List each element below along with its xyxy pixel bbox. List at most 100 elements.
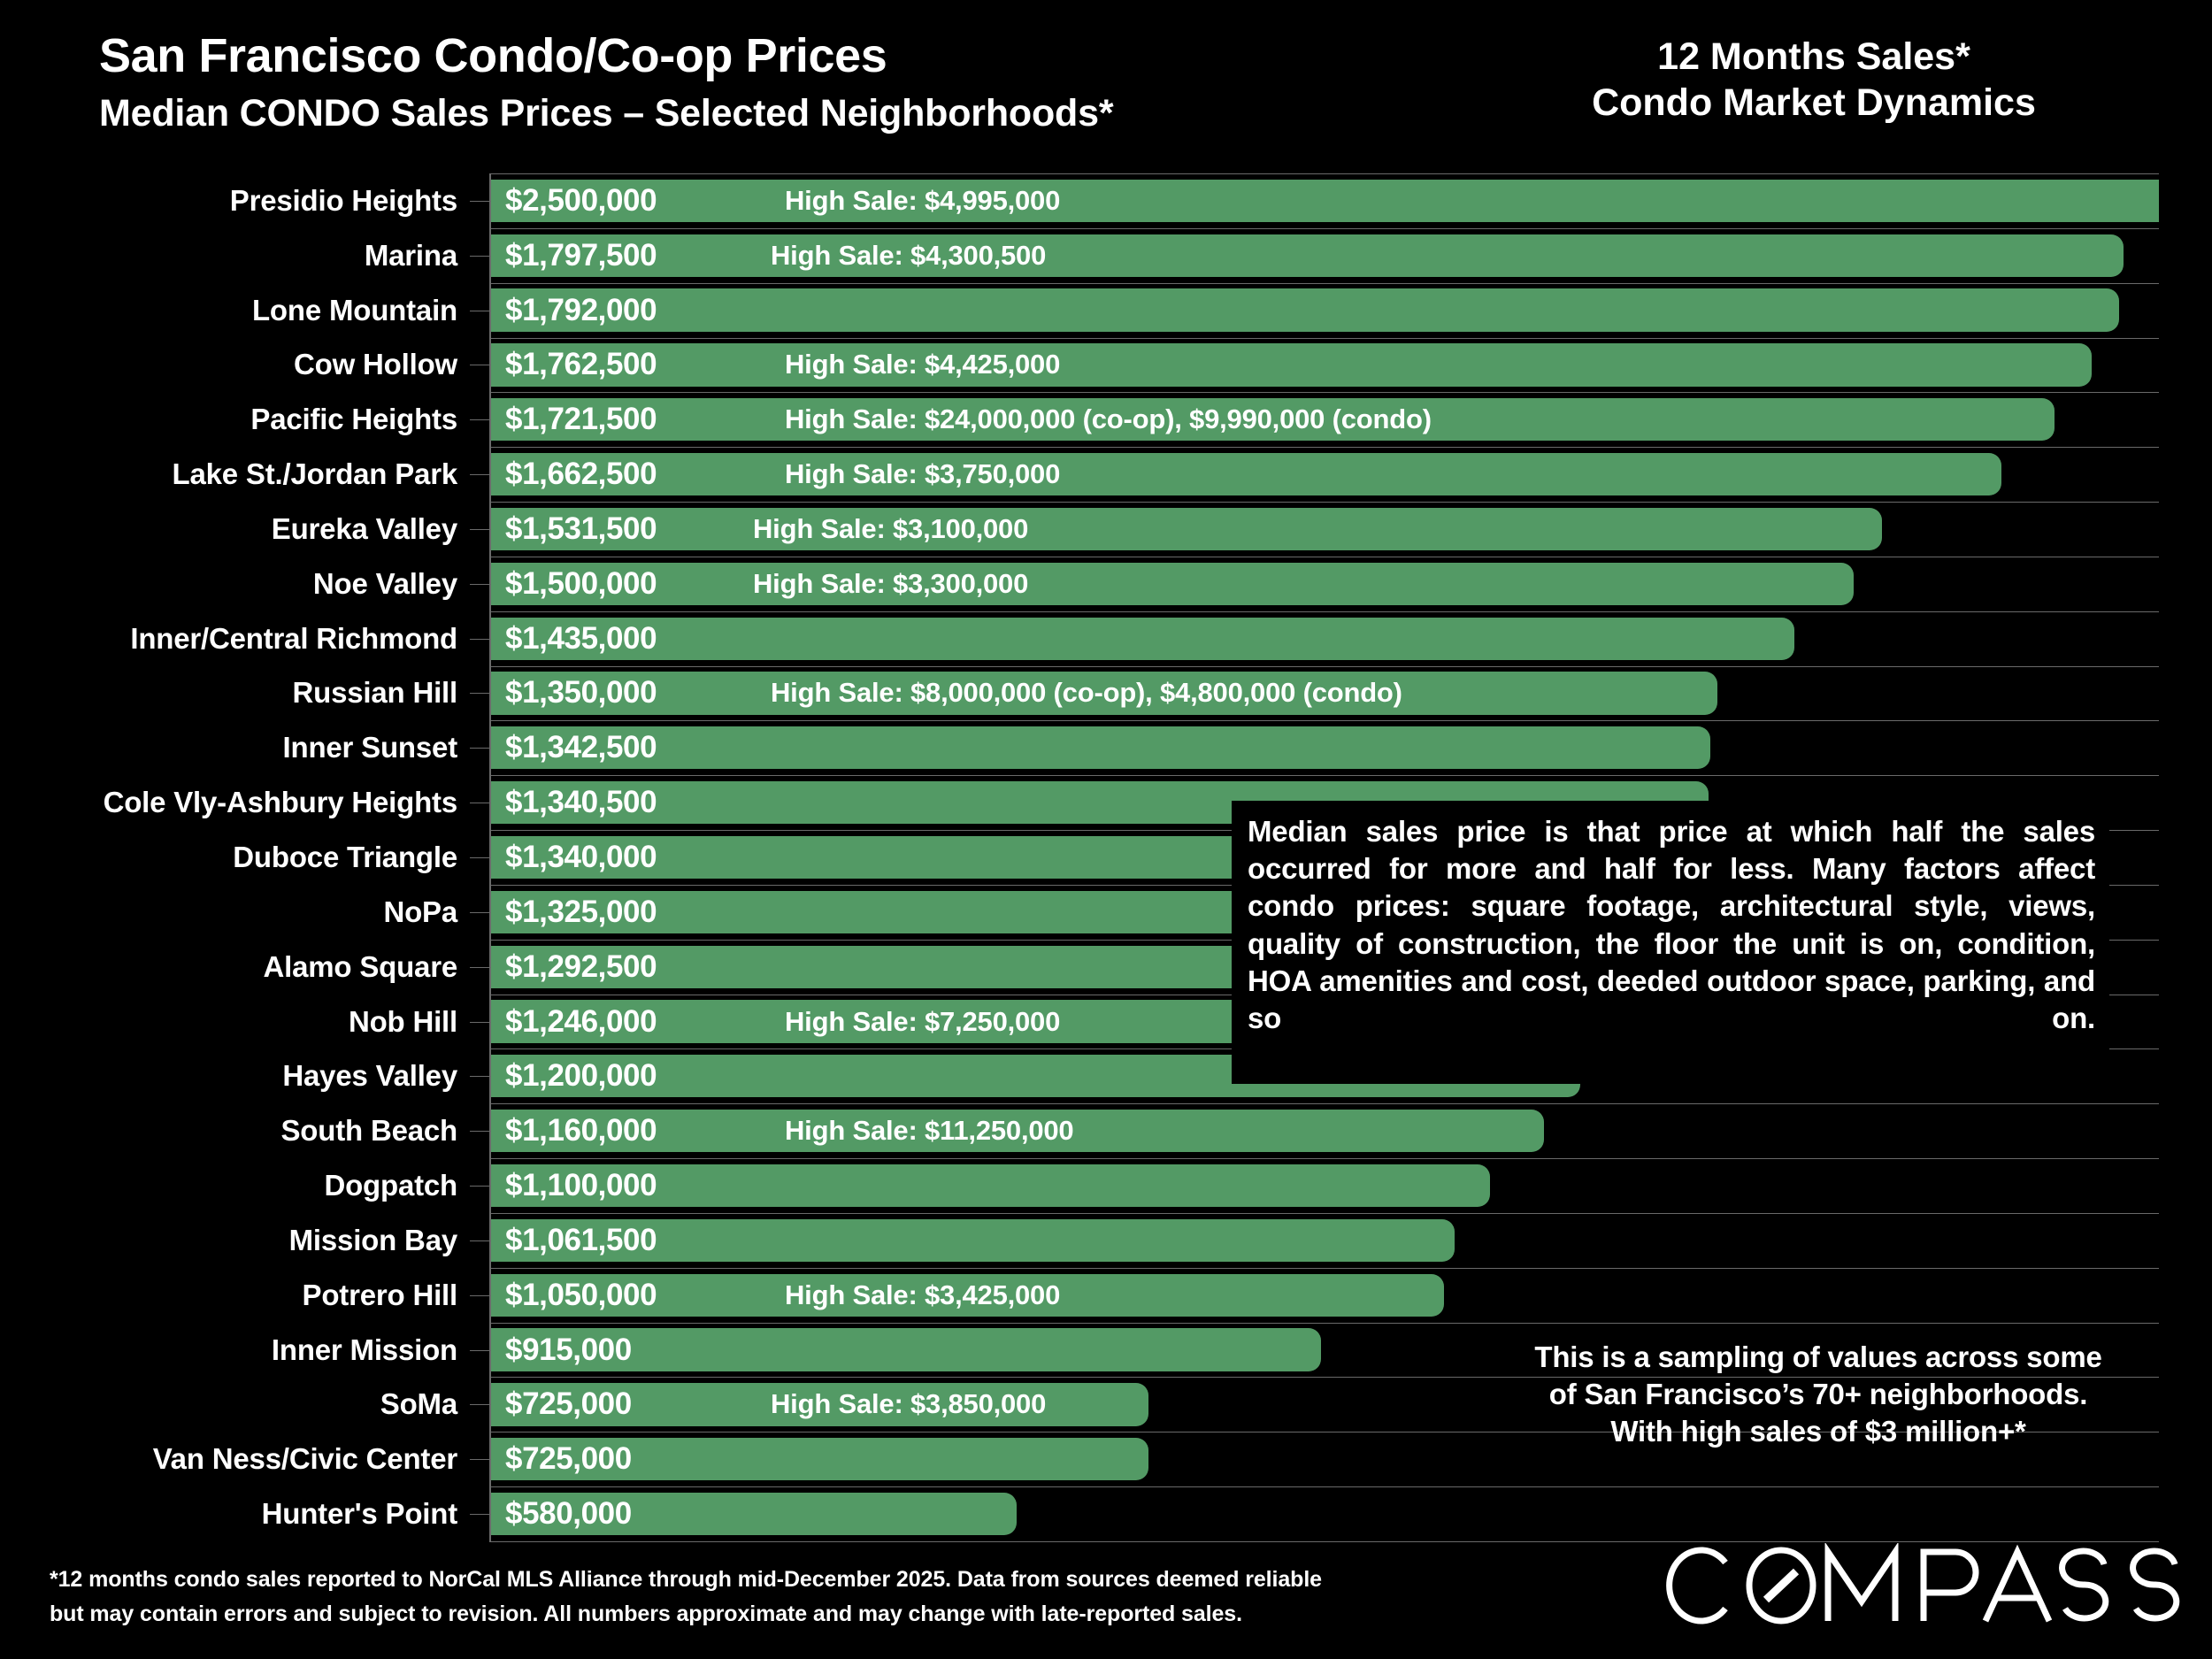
bar — [489, 452, 2001, 496]
bar-value-label: $1,792,000 — [505, 292, 657, 327]
median-definition-callout: Median sales price is that price at whic… — [1232, 801, 2109, 1084]
footnote: *12 months condo sales reported to NorCa… — [50, 1563, 1669, 1632]
bar — [489, 617, 1794, 660]
bar-value-label: $1,160,000 — [505, 1113, 657, 1148]
header-right: 12 Months Sales* Condo Market Dynamics — [1433, 34, 2194, 127]
axis-tick — [470, 693, 489, 695]
axis-tick — [470, 1349, 489, 1351]
bar-chart: Presidio Heights $2,500,000 High Sale: $4,… — [0, 173, 2212, 1542]
category-label: South Beach — [280, 1114, 458, 1148]
high-sale-annotation: High Sale: $24,000,000 (co-op), $9,990,0… — [785, 403, 1432, 435]
callout-text: Median sales price is that price at whic… — [1248, 815, 2095, 1035]
bar — [489, 1218, 1455, 1262]
axis-tick — [470, 1186, 489, 1187]
footnote-line1: *12 months condo sales reported to NorCa… — [50, 1567, 1322, 1592]
bar-value-label: $580,000 — [505, 1496, 632, 1532]
chart-row: SoMa $725,000 High Sale: $3,850,000 — [0, 1377, 2212, 1432]
chart-row: Inner/Central Richmond $1,435,000 — [0, 611, 2212, 666]
category-label: Cole Vly-Ashbury Heights — [103, 786, 458, 819]
bar — [489, 1328, 1322, 1371]
category-label: SoMa — [380, 1387, 457, 1421]
category-label: Presidio Heights — [229, 183, 457, 217]
sampling-note-line2: of San Francisco’s 70+ neighborhoods. — [1548, 1377, 2088, 1410]
gridline — [489, 1322, 2159, 1324]
axis-tick — [470, 1514, 489, 1516]
sampling-note-line3: With high sales of $3 million+* — [1610, 1414, 2026, 1448]
category-label: Dogpatch — [324, 1169, 457, 1202]
bar-value-label: $1,762,500 — [505, 347, 657, 382]
bar — [489, 179, 2159, 223]
axis-spine — [489, 173, 491, 1542]
axis-tick — [470, 255, 489, 257]
bar — [489, 1164, 1490, 1208]
gridline — [489, 1377, 2159, 1379]
bar-value-label: $1,435,000 — [505, 620, 657, 656]
bar — [489, 562, 1854, 605]
axis-tick — [470, 638, 489, 640]
bar — [489, 398, 2055, 442]
category-label: Cow Hollow — [294, 348, 457, 381]
axis-tick — [470, 856, 489, 858]
bar — [489, 288, 2119, 332]
axis-tick — [470, 583, 489, 585]
high-sale-annotation: High Sale: $4,995,000 — [785, 184, 1061, 216]
bar — [489, 1438, 1149, 1481]
bar — [489, 507, 1883, 551]
chart-row: Inner Mission $915,000 — [0, 1322, 2212, 1378]
bar — [489, 234, 2124, 277]
bar-value-label: $725,000 — [505, 1441, 632, 1477]
axis-tick — [470, 1294, 489, 1296]
chart-row: South Beach $1,160,000 High Sale: $11,250,… — [0, 1103, 2212, 1158]
gridline — [489, 775, 2159, 777]
header-block: San Francisco Condo/Co-op Prices Median … — [0, 0, 2212, 168]
compass-logo — [1662, 1538, 2193, 1633]
bar-value-label: $1,200,000 — [505, 1058, 657, 1094]
bar-value-label: $725,000 — [505, 1386, 632, 1422]
bar — [489, 672, 1717, 715]
chart-row: Dogpatch $1,100,000 — [0, 1158, 2212, 1213]
bar-value-label: $1,721,500 — [505, 402, 657, 437]
category-label: Eureka Valley — [271, 511, 457, 545]
gridline — [489, 282, 2159, 284]
chart-row: Cow Hollow $1,762,500 High Sale: $4,425,00… — [0, 337, 2212, 393]
high-sale-annotation: High Sale: $3,750,000 — [785, 458, 1061, 490]
chart-row: Russian Hill $1,350,000 High Sale: $8,000,… — [0, 665, 2212, 721]
bar-value-label: $1,662,500 — [505, 457, 657, 492]
chart-row: Mission Bay $1,061,500 — [0, 1212, 2212, 1268]
sampling-note-line1: This is a sampling of values across some — [1534, 1340, 2102, 1373]
axis-tick — [470, 528, 489, 530]
bar-value-label: $1,292,500 — [505, 949, 657, 984]
header-right-line2: Condo Market Dynamics — [1592, 81, 2036, 125]
gridline — [489, 1103, 2159, 1105]
bar-value-label: $1,246,000 — [505, 1003, 657, 1039]
axis-tick — [470, 1404, 489, 1406]
bar — [489, 1110, 1545, 1153]
high-sale-annotation: High Sale: $11,250,000 — [785, 1115, 1074, 1147]
category-label: Nob Hill — [348, 1004, 457, 1038]
axis-tick — [470, 1131, 489, 1133]
page-title: San Francisco Condo/Co-op Prices Median … — [99, 30, 1114, 135]
category-label: Inner Sunset — [282, 731, 458, 764]
bar-value-label: $1,061,500 — [505, 1222, 657, 1257]
bar-value-label: $1,340,500 — [505, 785, 657, 820]
category-label: Hayes Valley — [282, 1059, 457, 1093]
bar-value-label: $1,531,500 — [505, 511, 657, 546]
high-sale-annotation: High Sale: $4,300,500 — [771, 239, 1047, 271]
header-right-line1: 12 Months Sales* — [1657, 35, 1970, 78]
chart-row: Presidio Heights $2,500,000 High Sale: $4,… — [0, 173, 2212, 228]
axis-tick — [470, 1021, 489, 1023]
high-sale-annotation: High Sale: $3,300,000 — [753, 567, 1029, 599]
gridline — [489, 502, 2159, 503]
axis-tick — [470, 1076, 489, 1078]
category-label: Inner Mission — [271, 1333, 457, 1366]
gridline — [489, 447, 2159, 449]
title-secondary: Median CONDO Sales Prices – Selected Nei… — [99, 92, 1114, 135]
gridline — [489, 1158, 2159, 1160]
chart-row: Lone Mountain $1,792,000 — [0, 282, 2212, 338]
axis-tick — [470, 419, 489, 421]
category-label: Noe Valley — [312, 566, 457, 600]
footnote-line2: but may contain errors and subject to re… — [50, 1601, 1242, 1626]
bar-value-label: $1,050,000 — [505, 1277, 657, 1312]
category-label: Pacific Heights — [250, 403, 457, 436]
gridline — [489, 392, 2159, 394]
